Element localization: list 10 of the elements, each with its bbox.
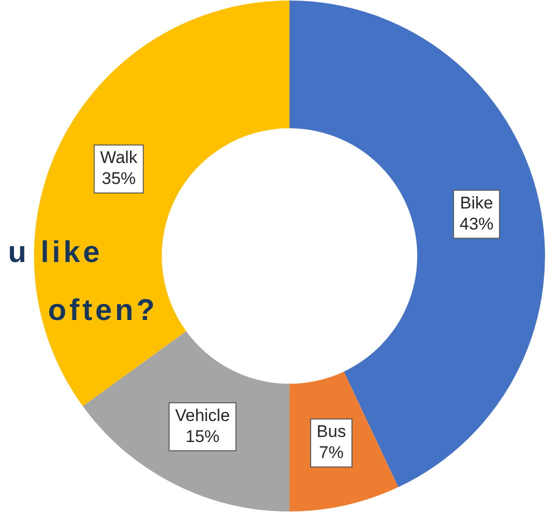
slice-label: Bike xyxy=(460,193,494,212)
slice-label: Walk xyxy=(100,148,138,168)
text: often? xyxy=(48,294,158,327)
data-label: 7% xyxy=(319,443,344,462)
data-label: 43% xyxy=(459,214,494,234)
data-label: 15% xyxy=(185,426,220,446)
text: u like xyxy=(8,236,103,269)
data-label: 35% xyxy=(102,169,136,188)
slice-label: Bus xyxy=(316,422,346,442)
slice-label: Vehicle xyxy=(175,406,230,425)
